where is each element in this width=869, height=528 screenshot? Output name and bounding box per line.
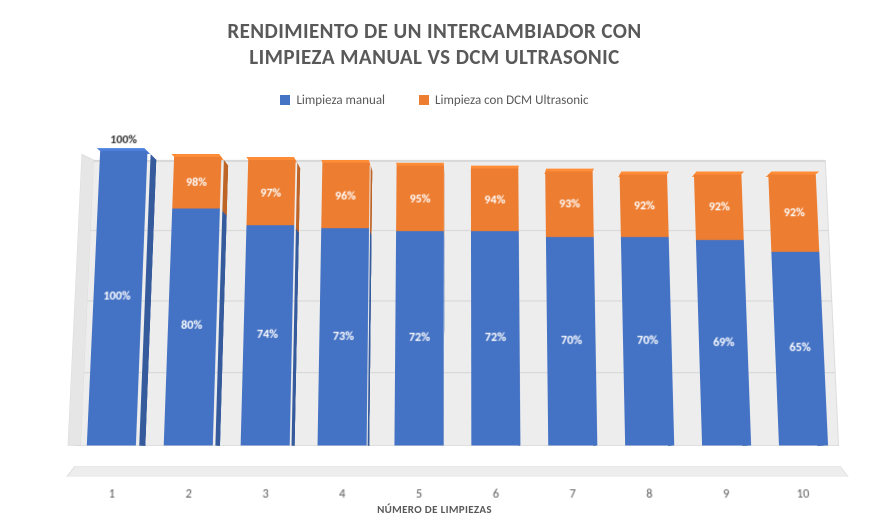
bar-slot: 100%100% (76, 154, 163, 446)
x-tick: 4 (304, 487, 381, 502)
bar-slot: 80%98% (152, 154, 237, 446)
bar: 80%98% (166, 160, 223, 446)
scene-3d: 100%100% 80%98% 74%97% 73%96% 72%95% 72%94% 70… (66, 154, 849, 477)
x-tick: 8 (611, 487, 688, 502)
bar: 70%92% (618, 177, 672, 446)
bar-slot: 70%92% (605, 154, 687, 446)
x-tick: 10 (764, 487, 841, 502)
bar-slot: 73%96% (305, 154, 384, 446)
legend-label-manual: Limpieza manual (296, 93, 385, 108)
legend-label-dcm: Limpieza con DCM Ultrasonic (435, 93, 589, 108)
legend-item-dcm: Limpieza con DCM Ultrasonic (419, 93, 589, 108)
plot-area: 100%100% 80%98% 74%97% 73%96% 72%95% 72%94% 70… (74, 150, 841, 474)
plot-floor (66, 466, 849, 477)
bar-series: 100%100% 80%98% 74%97% 73%96% 72%95% 72%94% 70… (76, 154, 840, 446)
bar: 69%92% (692, 177, 749, 446)
bar-slot: 70%93% (531, 154, 610, 446)
bar: 65%92% (766, 177, 825, 446)
chart-title: RENDIMIENTO DE UN INTERCAMBIADOR CON LIM… (0, 0, 869, 71)
chart-legend: Limpieza manual Limpieza con DCM Ultraso… (0, 93, 869, 108)
x-tick: 5 (381, 487, 458, 502)
legend-swatch-dcm (419, 95, 429, 105)
legend-swatch-manual (280, 95, 290, 105)
x-tick: 7 (534, 487, 611, 502)
x-tick: 6 (457, 487, 534, 502)
bar-slot: 74%97% (228, 154, 310, 446)
bar: 74%97% (242, 163, 297, 446)
x-tick: 1 (73, 487, 150, 502)
bar: 72%95% (395, 168, 444, 446)
bar-slot: 69%92% (678, 154, 763, 446)
bar: 100%100% (90, 154, 150, 446)
x-axis-ticks: 12345678910 (73, 487, 842, 502)
bar-label-dcm: 100% (100, 134, 148, 147)
chart-title-line2: LIMPIEZA MANUAL VS DCM ULTRASONIC (0, 44, 869, 70)
bar: 72%94% (471, 171, 520, 446)
bar-slot: 72%95% (381, 154, 457, 446)
bar: 70%93% (544, 174, 596, 446)
x-tick: 2 (150, 487, 227, 502)
x-tick: 3 (227, 487, 304, 502)
x-axis-title: NÚMERO DE LIMPIEZAS (0, 503, 869, 516)
bar-slot: 72%94% (457, 154, 533, 446)
chart-container: RENDIMIENTO DE UN INTERCAMBIADOR CON LIM… (0, 0, 869, 528)
legend-item-manual: Limpieza manual (280, 93, 385, 108)
bar-slot: 65%92% (752, 154, 839, 446)
chart-title-line1: RENDIMIENTO DE UN INTERCAMBIADOR CON (0, 18, 869, 44)
bar: 73%96% (319, 165, 371, 445)
x-tick: 9 (688, 487, 765, 502)
